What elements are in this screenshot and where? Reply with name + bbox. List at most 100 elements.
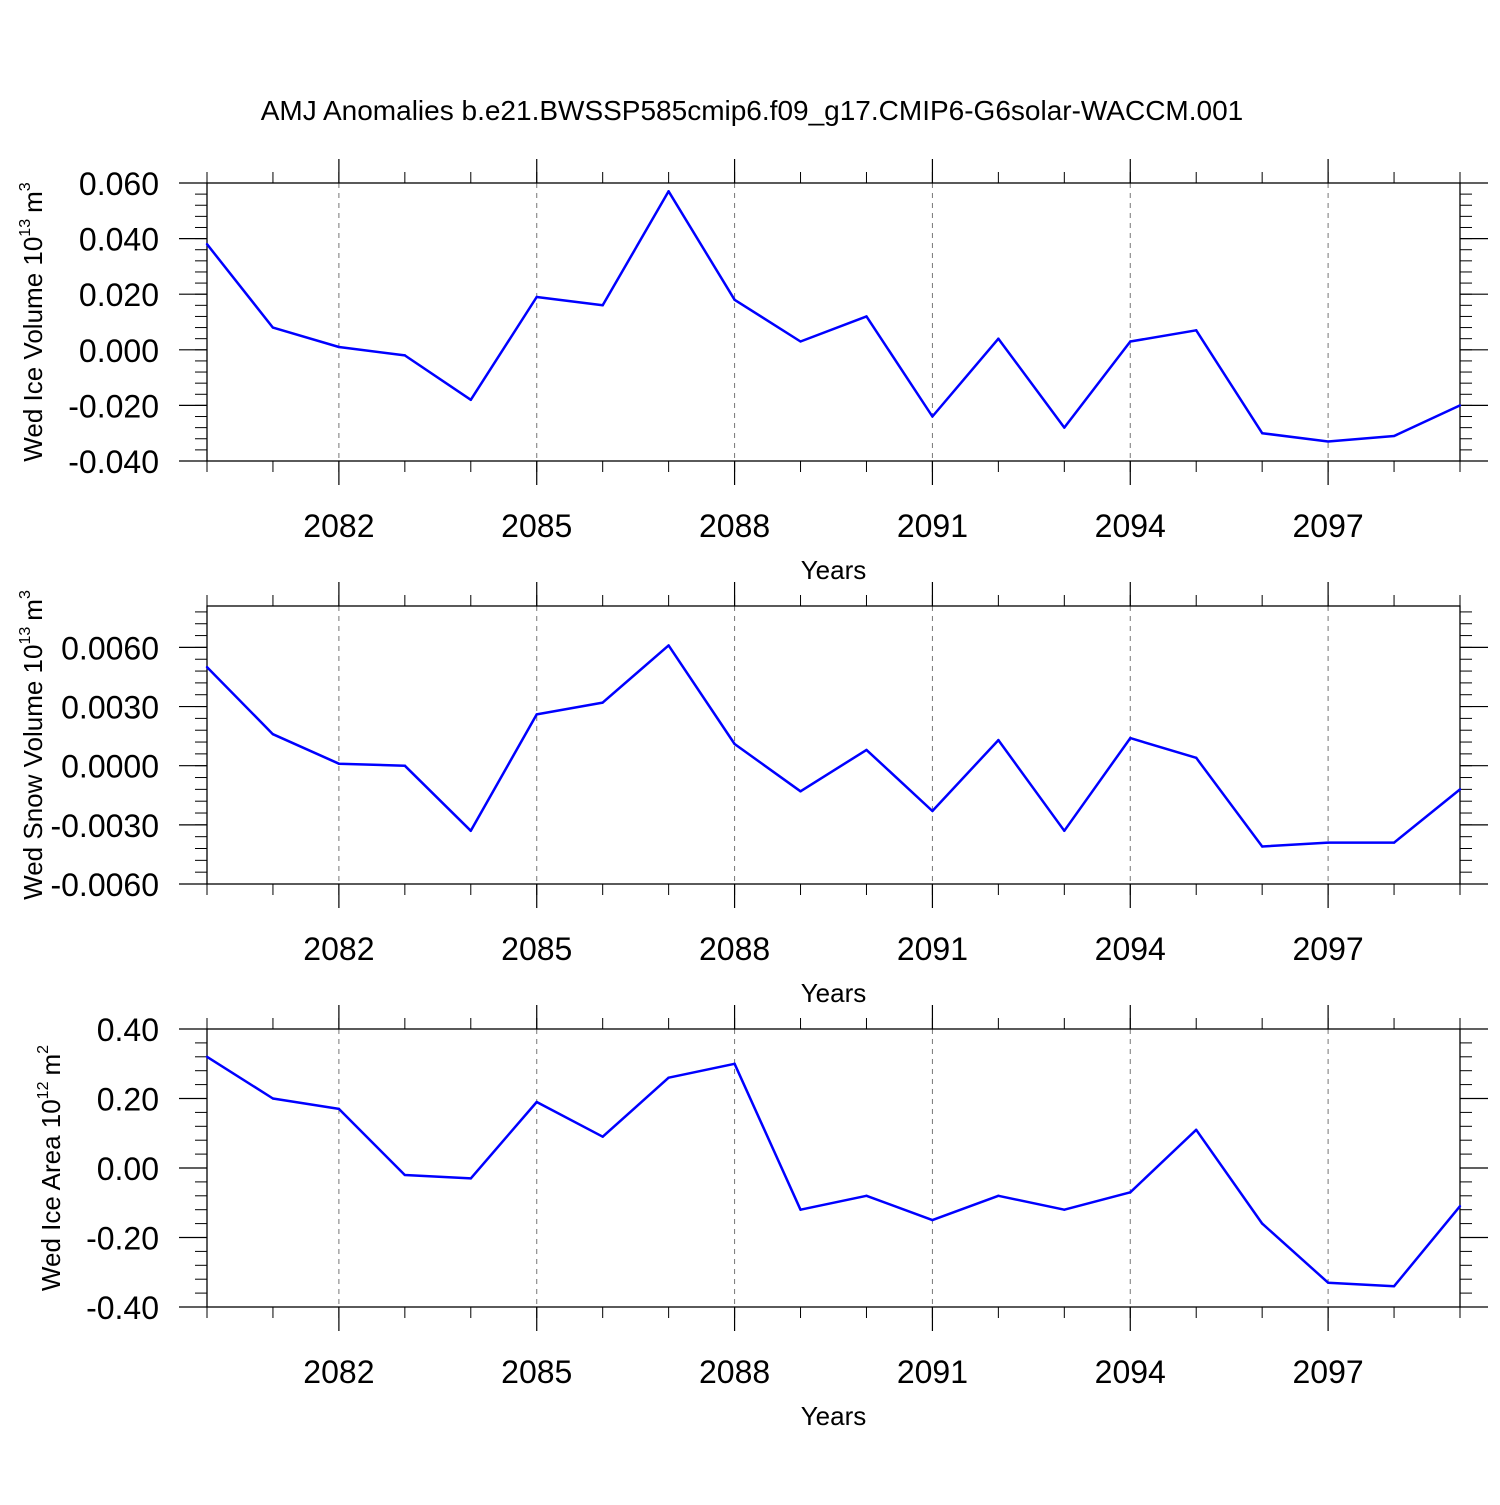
chart-panel-1: -0.040 -0.020 0.000 0.020 0.040 0.060 2082 2085… xyxy=(17,159,1488,585)
x-tick-label: 2085 xyxy=(501,931,572,967)
data-point xyxy=(271,326,275,329)
data-point xyxy=(403,764,407,767)
data-point xyxy=(337,1107,341,1111)
data-point xyxy=(865,748,868,752)
data-point xyxy=(337,345,341,349)
x-axis-label: Years xyxy=(801,1401,867,1431)
data-point xyxy=(865,1194,868,1198)
data-point xyxy=(1260,432,1264,435)
data-point xyxy=(1063,426,1066,429)
y-axis-label-unit-exponent: 2 xyxy=(35,1045,52,1054)
data-point xyxy=(205,242,209,246)
x-tick-label: 2085 xyxy=(501,508,572,544)
y-axis-label-unit: m xyxy=(36,1054,66,1076)
data-point xyxy=(403,354,407,357)
x-tick-label: 2091 xyxy=(897,931,968,967)
x-tick-label: 2094 xyxy=(1095,931,1166,967)
data-point xyxy=(1458,404,1462,407)
plot-frame xyxy=(206,605,1461,885)
data-point xyxy=(1392,434,1396,438)
y-tick-label: -0.040 xyxy=(68,444,159,480)
y-tick-label: 0.20 xyxy=(97,1082,159,1118)
data-point xyxy=(1195,329,1198,332)
y-tick-label: 0.0060 xyxy=(61,630,159,666)
data-point xyxy=(1326,1281,1330,1284)
y-tick-label: -0.020 xyxy=(68,388,159,424)
chart-panel-3: -0.40 -0.20 0.00 0.20 0.40 2082 2085 2088 2091 20… xyxy=(35,1005,1488,1431)
data-point xyxy=(667,1076,670,1079)
y-tick-label: 0.0030 xyxy=(61,690,159,726)
y-tick-label: 0.060 xyxy=(79,166,159,202)
y-axis-label-text: Wed Ice Volume 10 xyxy=(18,237,48,462)
data-point xyxy=(601,1135,604,1138)
data-point xyxy=(1458,1205,1462,1208)
x-tick-label: 2088 xyxy=(699,931,770,967)
x-tick-label: 2091 xyxy=(897,1354,968,1390)
y-tick-label: 0.000 xyxy=(79,333,159,369)
y-axis-label-exponent: 13 xyxy=(17,627,34,645)
y-axis-label-unit: m xyxy=(18,599,48,621)
x-axis-label: Years xyxy=(801,978,867,1008)
data-point xyxy=(1063,1208,1066,1211)
y-tick-label: -0.0030 xyxy=(50,808,159,844)
data-point xyxy=(733,742,736,746)
data-point xyxy=(271,1097,275,1100)
data-point xyxy=(535,295,538,299)
x-tick-label: 2085 xyxy=(501,1354,572,1390)
y-axis-label-unit-exponent: 3 xyxy=(17,182,34,191)
x-tick-label: 2088 xyxy=(699,508,770,544)
data-point xyxy=(667,644,670,647)
data-point xyxy=(205,665,209,669)
series-line xyxy=(206,190,1461,443)
data-point xyxy=(535,1100,538,1104)
data-point xyxy=(799,790,802,793)
x-tick-label: 2082 xyxy=(303,1354,374,1390)
chart-title: AMJ Anomalies b.e21.BWSSP585cmip6.f09_g1… xyxy=(261,95,1244,126)
data-point xyxy=(1260,845,1264,848)
data-point xyxy=(337,762,341,765)
data-point xyxy=(469,829,472,832)
y-axis-label-unit-exponent: 3 xyxy=(17,590,34,599)
data-point xyxy=(205,1055,209,1059)
data-point xyxy=(931,809,934,813)
x-tick-label: 2082 xyxy=(303,931,374,967)
data-point xyxy=(865,315,868,318)
data-point xyxy=(931,1218,934,1222)
x-tick-label: 2094 xyxy=(1095,1354,1166,1390)
x-tick-label: 2082 xyxy=(303,508,374,544)
data-point xyxy=(997,738,1000,742)
y-tick-label: -0.20 xyxy=(86,1221,159,1257)
data-point xyxy=(997,337,1000,340)
data-point xyxy=(1195,756,1198,760)
data-point xyxy=(1129,736,1132,740)
data-point xyxy=(733,298,736,301)
data-point xyxy=(469,1177,472,1180)
data-point xyxy=(1326,841,1330,844)
data-point xyxy=(1392,841,1396,844)
series-line xyxy=(206,644,1461,848)
y-tick-label: -0.0060 xyxy=(50,867,159,903)
y-tick-label: 0.040 xyxy=(79,222,159,258)
data-point xyxy=(601,304,604,307)
y-axis-label-text: Wed Snow Volume 10 xyxy=(18,645,48,900)
plot-frame xyxy=(206,1028,1461,1308)
data-point xyxy=(271,732,275,736)
data-point xyxy=(931,415,934,418)
y-axis-label-unit: m xyxy=(18,191,48,213)
data-point xyxy=(1326,440,1330,443)
y-axis-label-text: Wed Ice Area 10 xyxy=(36,1099,66,1291)
data-point xyxy=(733,1062,736,1065)
y-tick-label: 0.00 xyxy=(97,1151,159,1187)
data-point xyxy=(799,340,802,343)
data-point xyxy=(997,1194,1000,1198)
x-tick-label: 2097 xyxy=(1293,508,1364,544)
plot-frame xyxy=(206,182,1461,462)
y-tick-label: -0.40 xyxy=(86,1290,159,1326)
y-axis-label: Wed Ice Volume 1013 m3 xyxy=(17,182,48,461)
y-axis-label-exponent: 13 xyxy=(17,219,34,237)
data-point xyxy=(469,398,472,402)
y-axis-label-exponent: 12 xyxy=(35,1081,52,1099)
x-tick-label: 2088 xyxy=(699,1354,770,1390)
